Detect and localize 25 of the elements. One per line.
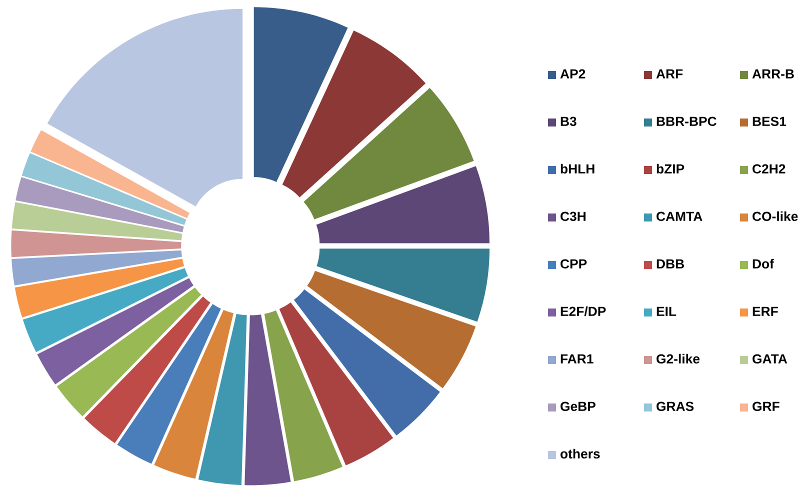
legend-label: ERF (752, 306, 778, 316)
legend-label: GATA (752, 354, 788, 364)
legend-label: bHLH (560, 164, 594, 174)
legend-label: CPP (560, 259, 587, 269)
legend-label: C2H2 (752, 164, 786, 174)
legend-label: C3H (560, 212, 586, 222)
legend-label: bZIP (656, 164, 684, 174)
legend-label: AP2 (560, 69, 586, 78)
legend-label: GRAS (656, 402, 694, 412)
legend-label: others (560, 448, 600, 459)
legend-label: BBR-BPC (656, 116, 716, 126)
legend-label: DBB (656, 259, 684, 268)
legend-label: CAMTA (656, 212, 702, 222)
legend-label: GRF (752, 402, 780, 412)
legend-label: BES1 (752, 116, 786, 126)
legend-label: B3 (560, 116, 576, 126)
legend-label: G2-like (656, 354, 700, 364)
legend-label: CO-like (752, 211, 798, 222)
legend-label: E2F/DP (560, 306, 606, 316)
legend-label: GeBP (560, 402, 596, 412)
legend-label: Dof (752, 258, 774, 269)
legend-label: FAR1 (560, 354, 594, 364)
legend-label: EIL (656, 306, 676, 316)
legend-label: ARF (656, 69, 683, 78)
legend-label: ARR-B (752, 69, 794, 78)
